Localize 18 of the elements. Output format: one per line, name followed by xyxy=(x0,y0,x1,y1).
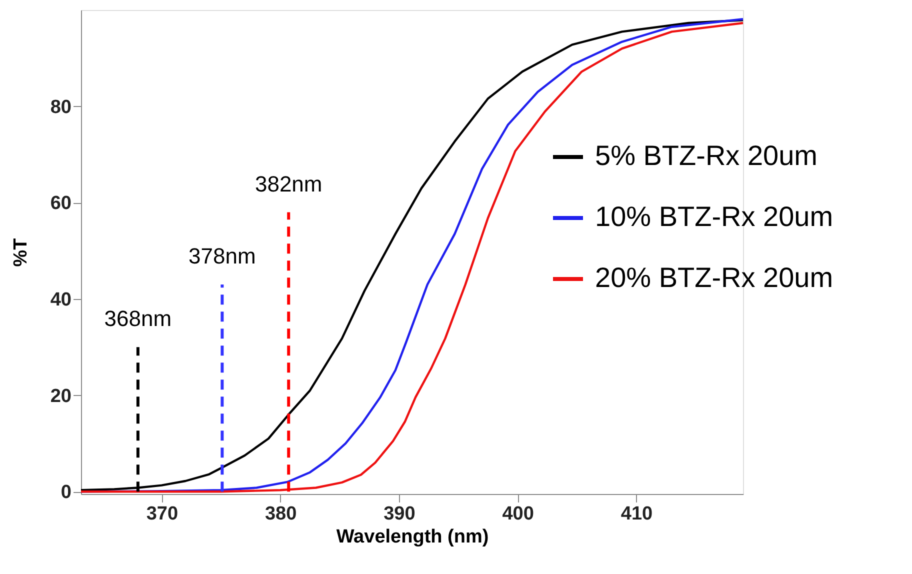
y-tick-label: 0 xyxy=(60,482,72,504)
legend-label: 20% BTZ-Rx 20um xyxy=(595,262,834,293)
y-tick-label: 40 xyxy=(50,289,72,310)
annotation: 368nm xyxy=(104,306,172,332)
y-tick-label: 20 xyxy=(50,386,72,407)
annotation: 382nm xyxy=(254,171,322,196)
x-tick-label: 400 xyxy=(502,504,534,524)
x-axis-title: Wavelength (nm) xyxy=(336,526,489,548)
y-tick-label: 80 xyxy=(50,96,72,118)
x-tick-label: 390 xyxy=(384,504,416,524)
x-tick-label: 370 xyxy=(146,504,178,524)
y-tick-label: 60 xyxy=(50,193,72,214)
annotation: 378nm xyxy=(188,244,256,269)
legend-label: 10% BTZ-Rx 20um xyxy=(595,201,834,232)
x-tick-label: 380 xyxy=(264,504,297,524)
x-tick-label: 410 xyxy=(620,504,653,524)
legend-label: 5% BTZ-Rx 20um xyxy=(595,140,818,171)
y-axis-title: %T xyxy=(10,238,32,267)
